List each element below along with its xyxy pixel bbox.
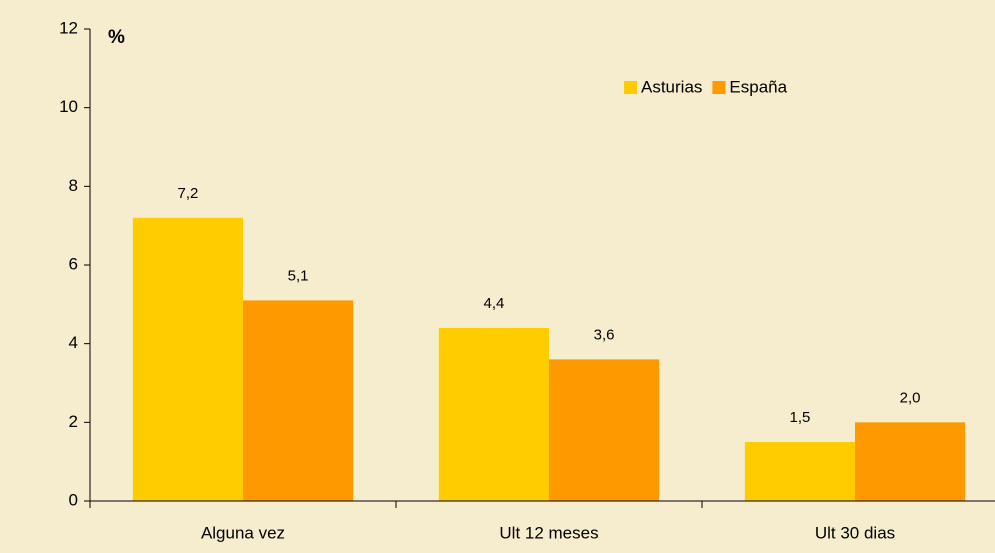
y-tick-label: 12 — [59, 18, 78, 37]
bar — [243, 300, 354, 501]
legend-swatch — [624, 81, 637, 94]
value-label: 2,0 — [900, 389, 921, 406]
value-label: 1,5 — [789, 409, 810, 426]
value-label: 4,4 — [483, 295, 504, 312]
x-tick-label: Ult 12 meses — [499, 523, 598, 542]
x-tick-label: Alguna vez — [201, 523, 285, 542]
y-tick-label: 2 — [69, 412, 78, 431]
value-label: 5,1 — [288, 267, 309, 284]
bar — [855, 422, 966, 501]
y-tick-label: 4 — [69, 333, 78, 352]
y-tick-label: 6 — [69, 254, 78, 273]
legend-label: España — [729, 77, 787, 96]
y-tick-label: 10 — [59, 97, 78, 116]
value-label: 3,6 — [594, 326, 615, 343]
legend-label: Asturias — [641, 77, 702, 96]
value-label: 7,2 — [177, 185, 198, 202]
y-tick-label: 0 — [69, 490, 78, 509]
bar — [549, 359, 660, 501]
bar — [744, 442, 855, 501]
legend-swatch — [712, 81, 726, 94]
y-axis-label: % — [108, 27, 125, 48]
bar — [438, 327, 549, 501]
x-tick-label: Ult 30 dias — [815, 523, 895, 542]
bar — [132, 217, 243, 502]
y-tick-label: 8 — [69, 176, 78, 195]
